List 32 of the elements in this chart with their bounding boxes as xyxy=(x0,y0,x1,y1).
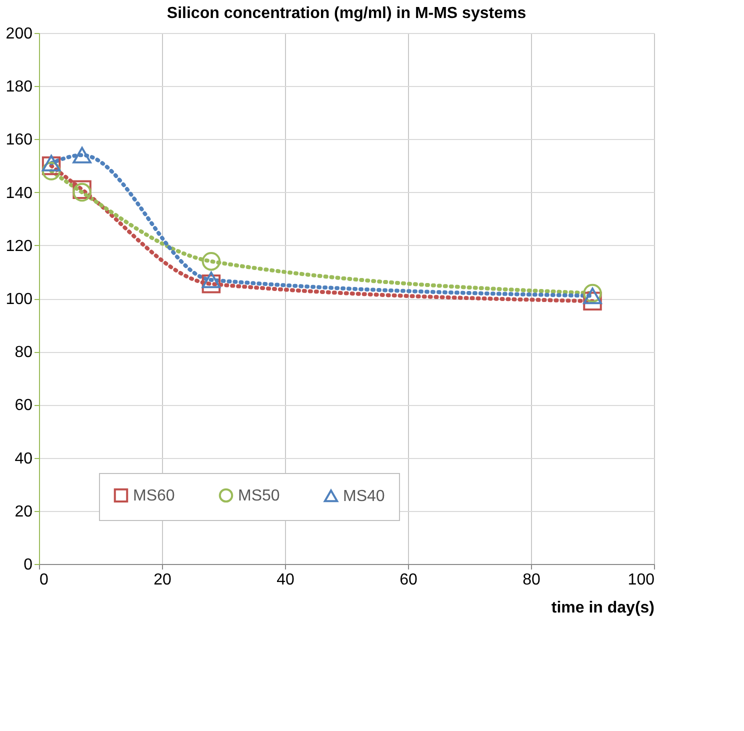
y-tick-label: 160 xyxy=(6,132,33,149)
x-tick-label: 20 xyxy=(154,572,172,588)
chart-title: Silicon concentration (mg/ml) in M-MS systems xyxy=(166,5,526,22)
x-axis-title: time in day(s) xyxy=(551,600,654,616)
x-tick-label: 40 xyxy=(276,572,294,588)
y-tick-label: 120 xyxy=(6,238,33,255)
point xyxy=(583,284,602,303)
y-tick-label: 140 xyxy=(6,184,33,202)
y-tick-label: 200 xyxy=(6,26,33,42)
y-tick-label: 60 xyxy=(14,397,33,414)
y-tick-label: 80 xyxy=(14,344,33,362)
point xyxy=(202,274,221,294)
x-tick-label: 80 xyxy=(522,572,540,588)
point xyxy=(42,154,61,172)
y-tick-label: 100 xyxy=(6,291,33,308)
point xyxy=(583,292,602,311)
point xyxy=(42,156,61,176)
point xyxy=(202,252,221,271)
x-tick-label: 60 xyxy=(400,572,418,588)
point xyxy=(202,272,221,288)
y-tick-label: 20 xyxy=(14,503,33,520)
y-tick-label: 0 xyxy=(24,556,33,574)
legend-label: MS50 xyxy=(238,487,280,504)
point xyxy=(72,146,92,164)
y-tick-label: 40 xyxy=(14,450,33,468)
x-tick-label: 0 xyxy=(40,572,48,588)
x-tick-label: 100 xyxy=(628,572,655,588)
legend-label: MS60 xyxy=(133,487,175,504)
y-tick-label: 180 xyxy=(6,78,33,96)
legend-label: MS40 xyxy=(343,488,385,505)
point xyxy=(42,162,61,180)
point xyxy=(583,288,602,304)
